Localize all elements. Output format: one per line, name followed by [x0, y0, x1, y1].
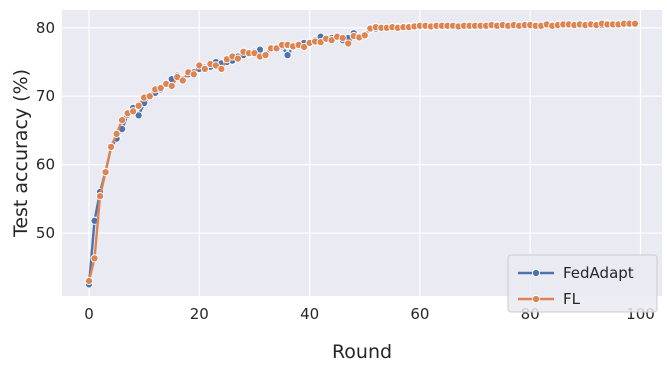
legend-marker	[531, 268, 541, 278]
legend-label: FL	[563, 290, 581, 308]
x-tick-label: 0	[84, 305, 94, 323]
legend: FedAdapt FL	[507, 254, 658, 313]
data-point	[338, 34, 347, 43]
data-point	[96, 192, 105, 201]
series-fl	[84, 19, 640, 285]
x-tick-label: 60	[410, 305, 429, 323]
data-point	[129, 107, 138, 116]
data-point	[189, 70, 198, 79]
data-point	[134, 101, 143, 110]
legend-marker	[531, 294, 541, 304]
data-point	[112, 129, 121, 138]
data-point	[300, 42, 309, 51]
data-point	[200, 64, 209, 73]
y-tick-label: 80	[36, 19, 55, 37]
data-point	[156, 83, 165, 93]
series-layer	[84, 19, 640, 289]
data-point	[261, 51, 270, 60]
y-tick-label: 50	[36, 224, 55, 242]
data-point	[178, 76, 187, 85]
y-axis-label: Test accuracy (%)	[10, 69, 32, 238]
legend-box	[507, 254, 658, 313]
data-point	[344, 39, 353, 48]
x-tick-label: 40	[300, 305, 319, 323]
data-point	[167, 81, 176, 90]
y-tick-label: 60	[36, 156, 55, 174]
legend-item: FedAdapt	[518, 264, 634, 282]
data-point	[84, 276, 94, 285]
legend-item: FL	[518, 290, 581, 308]
legend-label: FedAdapt	[563, 264, 634, 282]
plot-area	[62, 10, 662, 296]
x-grid	[88, 10, 642, 296]
y-axis-ticks: 50 60 70 80	[36, 19, 55, 242]
data-point	[233, 54, 242, 63]
data-point	[118, 116, 127, 125]
x-axis-label: Round	[332, 341, 392, 363]
data-point	[134, 111, 143, 120]
data-point	[145, 92, 154, 101]
data-point	[360, 31, 369, 40]
data-point	[101, 168, 110, 177]
y-tick-label: 70	[36, 87, 55, 105]
data-point	[630, 19, 640, 28]
x-tick-label: 20	[190, 305, 209, 323]
data-point	[90, 254, 99, 263]
data-point	[217, 64, 226, 73]
data-point	[283, 51, 292, 60]
data-point	[107, 142, 116, 151]
